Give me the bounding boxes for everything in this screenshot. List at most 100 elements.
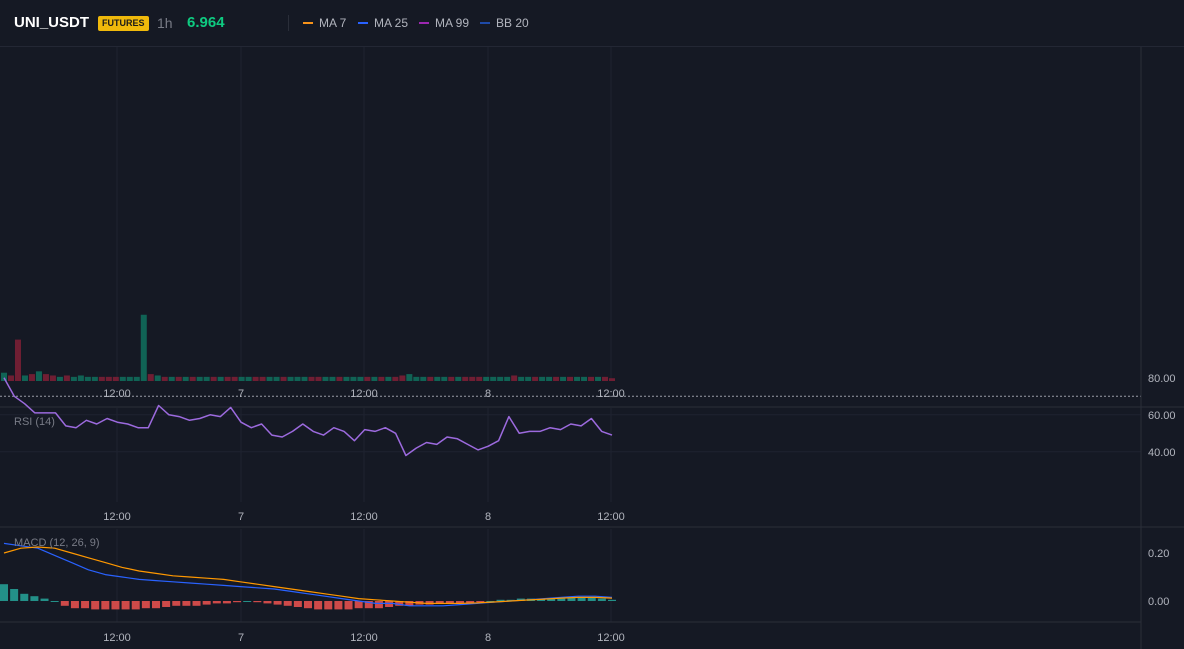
macd-histogram-bar xyxy=(486,601,495,602)
macd-histogram-bar xyxy=(263,601,272,604)
macd-histogram-bar xyxy=(192,601,201,606)
volume-bar xyxy=(329,376,336,381)
macd-histogram-bar xyxy=(30,596,39,601)
macd-tick-label: 0.20 xyxy=(1148,548,1169,560)
volume-bar xyxy=(308,376,315,381)
volume-bar xyxy=(567,376,574,381)
legend-ma25[interactable]: MA 25 xyxy=(358,14,408,32)
volume-bar xyxy=(476,376,483,381)
legend-ma7[interactable]: MA 7 xyxy=(303,14,346,32)
macd-histogram-bar xyxy=(405,601,414,606)
volume-bar xyxy=(259,376,266,381)
volume-bar xyxy=(245,376,252,381)
volume-bar xyxy=(273,376,280,381)
volume-bar xyxy=(322,376,329,381)
volume-bar xyxy=(28,374,35,381)
volume-bar xyxy=(1,372,7,381)
volume-bar xyxy=(469,376,476,381)
time-tick-label: 7 xyxy=(238,632,244,644)
macd-histogram-bar xyxy=(314,601,323,610)
volume-bar xyxy=(385,376,392,381)
volume-bar xyxy=(49,375,56,381)
volume-bar xyxy=(175,376,182,381)
volume-bar xyxy=(210,376,217,381)
volume-bar xyxy=(455,376,462,381)
volume-bar xyxy=(196,376,203,381)
macd-histogram-bar xyxy=(60,601,69,606)
time-tick-label: 7 xyxy=(238,388,244,400)
macd-histogram-bar xyxy=(476,601,485,603)
volume-bar xyxy=(280,376,287,381)
volume-bar xyxy=(238,376,245,381)
macd-histogram-bar xyxy=(577,597,586,601)
volume-bar xyxy=(287,376,294,381)
macd-histogram-bar xyxy=(152,601,160,609)
macd-histogram-bar xyxy=(608,599,616,601)
last-price: 6.964 xyxy=(187,14,225,31)
volume-bar xyxy=(441,376,448,381)
macd-histogram-bar xyxy=(131,601,140,610)
volume-bar xyxy=(420,376,427,381)
volume-bar xyxy=(539,376,546,381)
macd-histogram-bar xyxy=(50,601,59,602)
volume-bar xyxy=(112,376,119,381)
legend-ma25-label: MA 25 xyxy=(374,16,409,30)
volume-bar xyxy=(609,378,615,381)
volume-bar xyxy=(133,376,140,381)
volume-bar xyxy=(77,375,84,381)
macd-histogram-bar xyxy=(40,598,49,601)
rsi-tick-label: 60.00 xyxy=(1148,410,1176,422)
volume-bar xyxy=(168,376,175,381)
rsi-tick-label: 80.00 xyxy=(1148,373,1176,385)
legend-ma99[interactable]: MA 99 xyxy=(419,14,469,32)
macd-histogram-bar xyxy=(101,601,110,610)
macd-histogram-bar xyxy=(182,601,191,606)
volume-bar xyxy=(224,376,231,381)
volume-bar xyxy=(357,376,364,381)
volume-bar xyxy=(364,376,371,381)
macd-histogram-bar xyxy=(304,601,312,609)
volume-bar xyxy=(602,376,609,381)
volume-bar xyxy=(35,371,42,381)
macd-histogram-bar xyxy=(243,601,252,602)
macd-histogram-bar xyxy=(212,601,221,604)
macd-tick-label: 0.00 xyxy=(1148,596,1169,608)
volume-bar xyxy=(105,376,112,381)
volume-bar xyxy=(483,376,490,381)
volume-bar xyxy=(70,376,77,381)
volume-bar xyxy=(231,376,238,381)
volume-bar xyxy=(392,376,399,381)
legend-bb20[interactable]: BB 20 xyxy=(480,14,529,32)
symbol-name[interactable]: UNI_USDT xyxy=(14,14,90,31)
volume-bar xyxy=(448,376,455,381)
time-tick-label: 8 xyxy=(485,632,491,644)
interval-selector[interactable]: 1h xyxy=(157,15,173,31)
macd-histogram-bar xyxy=(141,601,150,609)
macd-label: MACD (12, 26, 9) xyxy=(14,537,100,549)
volume-bar xyxy=(350,376,357,381)
macd-histogram-bar xyxy=(506,599,515,601)
time-tick-label: 12:00 xyxy=(103,632,131,644)
volume-bar xyxy=(504,376,511,381)
volume-bar xyxy=(189,376,196,381)
macd-histogram-bar xyxy=(233,601,242,603)
volume-bar xyxy=(315,376,322,381)
futures-badge: FUTURES xyxy=(98,16,149,31)
volume-bar xyxy=(525,376,532,381)
macd-histogram-bar xyxy=(10,589,19,601)
time-tick-label: 12:00 xyxy=(103,388,131,400)
macd-histogram-bar xyxy=(567,597,576,601)
volume-bar xyxy=(518,376,525,381)
time-tick-label: 7 xyxy=(238,511,244,523)
volume-bar xyxy=(140,314,147,381)
volume-bar xyxy=(343,376,350,381)
macd-histogram-bar xyxy=(354,601,363,609)
legend-ma7-label: MA 7 xyxy=(319,16,347,30)
volume-bar xyxy=(371,376,378,381)
time-tick-label: 12:00 xyxy=(597,632,625,644)
macd-histogram-bar xyxy=(587,597,596,601)
volume-bar xyxy=(91,376,98,381)
volume-bar xyxy=(252,376,259,381)
